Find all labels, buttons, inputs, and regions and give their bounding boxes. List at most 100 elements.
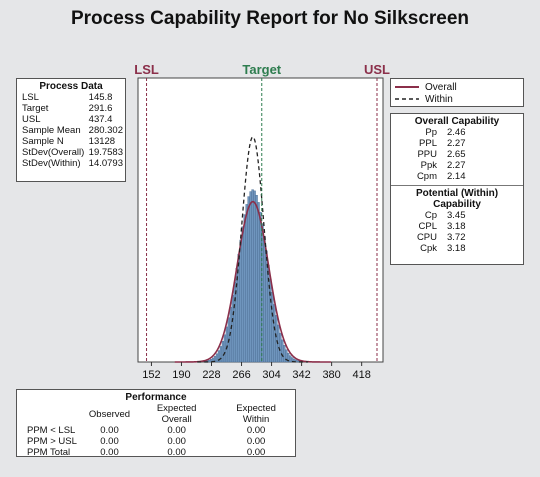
histogram-bar: [215, 353, 219, 363]
histogram-bar: [283, 345, 286, 363]
process-data-value: 19.7583: [88, 147, 123, 158]
overall-capability-row: PPU 2.65: [391, 149, 468, 160]
performance-row: PPM > USL 0.00 0.00 0.00: [21, 436, 295, 447]
histogram-bar: [239, 239, 242, 363]
within-capability-row: CPU 3.72: [391, 232, 468, 243]
histogram-bar: [296, 360, 300, 363]
process-data-row: StDev(Overall) 19.7583: [20, 147, 125, 158]
legend-item-overall: Overall: [391, 81, 523, 93]
overall-capability-row: Cpm 2.14: [391, 171, 468, 182]
performance-header: [21, 403, 83, 425]
performance-cell: 0.00: [167, 425, 186, 436]
overall-capability-label: PPU: [417, 149, 437, 160]
process-data-panel: Process Data LSL 145.8 Target 291.6 USL 437.4…: [16, 78, 126, 182]
histogram-bar: [225, 326, 229, 363]
overall-capability-row: Pp 2.46: [391, 127, 468, 138]
performance-cell: 0.00: [167, 436, 186, 447]
x-tick-label: 266: [232, 369, 250, 381]
overall-capability-table: Pp 2.46 PPL 2.27 PPU 2.65 Ppk 2.27 Cpm 2.14: [391, 127, 468, 182]
x-tick-label: 152: [142, 369, 160, 381]
histogram-bar: [257, 202, 260, 363]
overall-capability-value: 2.14: [447, 171, 466, 182]
process-data-table: LSL 145.8 Target 291.6 USL 437.4 Sample Mean 28…: [20, 92, 125, 169]
process-data-label: LSL: [22, 92, 39, 103]
histogram-bar: [245, 204, 248, 363]
within-capability-label: CPU: [416, 232, 437, 243]
process-data-value: 145.8: [88, 92, 113, 103]
histogram-bar: [241, 226, 244, 363]
performance-row-label: PPM Total: [27, 447, 71, 458]
histogram-bar: [288, 355, 292, 363]
within-capability-row: Cpk 3.18: [391, 243, 468, 254]
x-tick-label: 342: [292, 369, 310, 381]
process-data-value: 13128: [88, 136, 116, 147]
histogram-bar: [207, 359, 211, 363]
process-data-label: USL: [22, 114, 41, 125]
performance-table: Observed Expected Overall Expected Within …: [21, 403, 295, 458]
within-capability-value: 3.18: [447, 221, 466, 232]
process-data-value: 437.4: [88, 114, 113, 125]
performance-header: Expected Overall: [156, 403, 197, 425]
histogram-bar: [247, 196, 250, 363]
histogram-bar: [235, 268, 238, 363]
process-data-row: USL 437.4: [20, 114, 125, 125]
histogram-bar: [281, 339, 284, 363]
x-tick-label: 418: [352, 369, 370, 381]
performance-title: Performance: [125, 392, 187, 403]
overall-capability-label: Pp: [425, 127, 437, 138]
within-capability-value: 3.72: [447, 232, 466, 243]
overall-capability-title: Overall Capability: [414, 116, 500, 127]
within-capability-label: Cp: [424, 210, 437, 221]
performance-header: Expected Within: [236, 403, 276, 425]
process-data-value: 291.6: [88, 103, 113, 114]
overall-capability-value: 2.27: [447, 160, 466, 171]
overall-capability-value: 2.46: [447, 127, 466, 138]
histogram-bar: [221, 340, 225, 363]
process-data-label: Target: [22, 103, 49, 114]
within-line-swatch: [395, 98, 419, 100]
overall-capability-label: Cpm: [416, 171, 437, 182]
histogram-bar: [271, 292, 274, 363]
performance-row: PPM Total 0.00 0.00 0.00: [21, 447, 295, 458]
performance-cell: 0.00: [246, 447, 266, 458]
process-data-label: StDev(Overall): [22, 147, 85, 158]
histogram-bar: [269, 278, 272, 363]
capability-panel: Overall Capability Pp 2.46 PPL 2.27 PPU 2.65 P…: [390, 113, 524, 265]
histogram-bar: [255, 194, 258, 363]
performance-cell: 0.00: [246, 425, 266, 436]
process-data-label: Sample Mean: [22, 125, 81, 136]
performance-row-label: PPM < LSL: [27, 425, 76, 436]
performance-cell: 0.00: [167, 447, 186, 458]
within-capability-label: CPL: [418, 221, 437, 232]
lsl-label: LSL: [134, 62, 159, 77]
performance-header: Observed: [88, 408, 131, 420]
x-tick-label: 304: [262, 369, 280, 381]
process-data-row: Sample N 13128: [20, 136, 125, 147]
legend-within-label: Within: [425, 93, 453, 105]
histogram-bar: [275, 315, 278, 363]
within-capability-table: Cp 3.45 CPL 3.18 CPU 3.72 Cpk 3.18: [391, 210, 468, 254]
histogram-bar: [263, 236, 266, 363]
histogram-bar: [231, 294, 235, 363]
legend: Overall Within: [390, 78, 524, 107]
process-data-row: Target 291.6: [20, 103, 125, 114]
x-tick-label: 228: [202, 369, 220, 381]
histogram-bar: [243, 214, 246, 363]
x-tick-label: 380: [322, 369, 340, 381]
overall-capability-value: 2.27: [447, 138, 466, 149]
legend-overall-label: Overall: [425, 81, 457, 93]
within-capability-value: 3.45: [447, 210, 466, 221]
process-data-value: 280.302: [88, 125, 123, 136]
histogram-bar: [223, 334, 227, 363]
process-data-label: StDev(Within): [22, 158, 81, 169]
overall-capability-row: PPL 2.27: [391, 138, 468, 149]
usl-label: USL: [364, 62, 390, 77]
performance-row-label: PPM > USL: [27, 436, 77, 447]
legend-item-within: Within: [391, 93, 523, 105]
process-data-value: 14.0793: [88, 158, 123, 169]
performance-cell: 0.00: [100, 425, 119, 436]
overall-capability-label: PPL: [419, 138, 437, 149]
capability-divider: [391, 185, 523, 186]
within-capability-title: Potential (Within) Capability: [415, 188, 499, 210]
